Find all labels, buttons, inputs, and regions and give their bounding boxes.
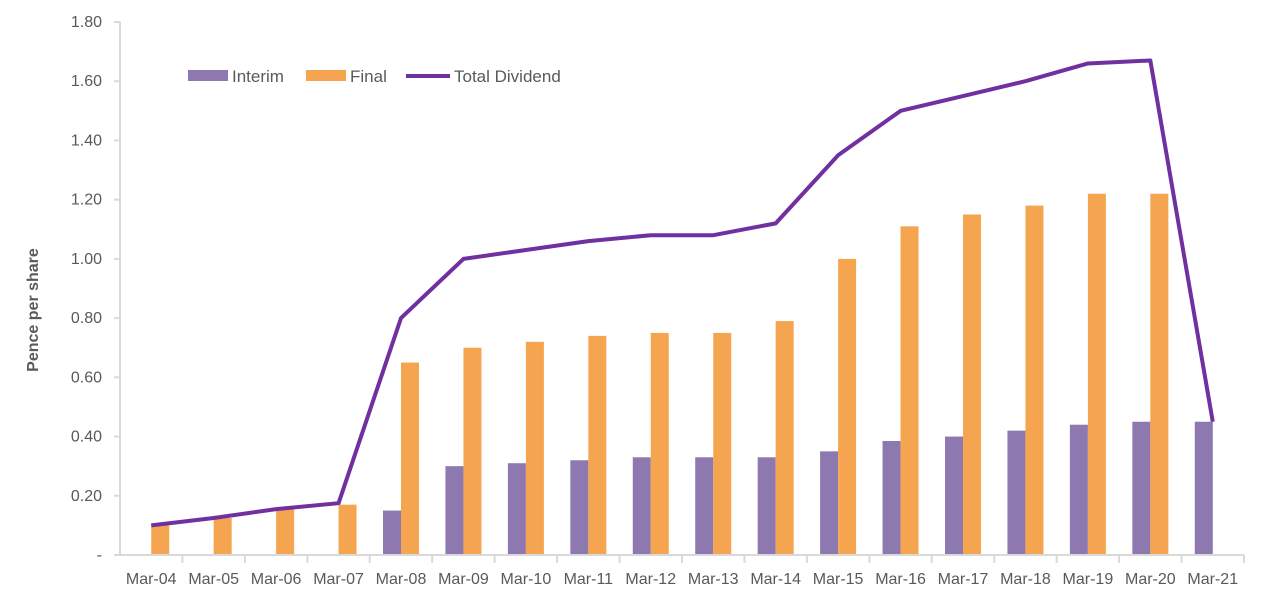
interim-bar [383, 510, 401, 555]
y-axis-label: Pence per share [25, 248, 42, 372]
x-tick-label: Mar-06 [251, 571, 302, 588]
x-tick-label: Mar-16 [875, 571, 926, 588]
interim-bar [820, 451, 839, 555]
legend-label: Total Dividend [454, 67, 561, 86]
final-bar [838, 258, 857, 555]
y-tick-label: 1.60 [71, 73, 102, 90]
x-tick-label: Mar-10 [501, 571, 552, 588]
x-tick-label: Mar-12 [625, 571, 676, 588]
x-tick-label: Mar-11 [564, 571, 614, 588]
final-bar [151, 525, 170, 555]
interim-bar [445, 466, 464, 555]
final-bar [338, 504, 357, 555]
x-tick-label: Mar-08 [376, 571, 427, 588]
final-bar [588, 335, 607, 555]
final-bar [775, 321, 794, 555]
x-tick-label: Mar-15 [813, 571, 864, 588]
y-tick-label: 1.80 [71, 14, 102, 31]
total-dividend-line [150, 58, 1215, 528]
interim-bar [1007, 430, 1026, 555]
legend-label: Interim [232, 67, 284, 86]
interim-bar [757, 457, 776, 555]
x-tick-label: Mar-07 [313, 571, 364, 588]
x-tick-label: Mar-05 [188, 571, 239, 588]
x-tick-label: Mar-13 [688, 571, 739, 588]
legend-label: Final [350, 67, 387, 86]
interim-bar [945, 436, 963, 555]
y-tick-label: 1.40 [71, 132, 102, 149]
y-tick-label: 0.40 [71, 429, 102, 446]
x-tick-label: Mar-18 [1000, 571, 1051, 588]
y-tick-label: - [97, 547, 102, 564]
y-tick-label: 0.60 [71, 369, 102, 386]
y-tick-label: 0.80 [71, 310, 102, 327]
x-tick-label: Mar-20 [1125, 571, 1176, 588]
final-bar [963, 214, 981, 555]
x-tick-label: Mar-19 [1063, 571, 1114, 588]
x-tick-label: Mar-04 [126, 571, 177, 588]
x-tick-label: Mar-09 [438, 571, 489, 588]
interim-bar [1069, 424, 1088, 555]
interim-bar [507, 463, 526, 555]
x-tick-label: Mar-21 [1187, 571, 1238, 588]
interim-bar [1132, 421, 1151, 555]
final-bar [1025, 205, 1044, 556]
final-bar [213, 517, 232, 555]
legend-swatch-final [306, 70, 346, 81]
interim-bar [882, 440, 901, 555]
final-bar [463, 347, 482, 555]
final-bar [1150, 193, 1169, 555]
final-bar [900, 226, 919, 556]
final-bar [276, 509, 295, 555]
legend-swatch-interim [188, 70, 228, 81]
y-tick-label: 1.00 [71, 251, 102, 268]
interim-bar [570, 460, 589, 555]
interim-bar [695, 457, 714, 555]
final-bar [525, 341, 544, 555]
final-bar [650, 332, 669, 555]
x-tick-label: Mar-14 [750, 571, 801, 588]
y-tick-label: 1.20 [71, 192, 102, 209]
final-bar [1087, 193, 1106, 555]
y-tick-label: 0.20 [71, 488, 102, 505]
final-bar [401, 362, 419, 555]
x-tick-label: Mar-17 [938, 571, 989, 588]
final-bar [713, 332, 732, 555]
interim-bar [632, 457, 651, 555]
interim-bar [1194, 421, 1213, 555]
